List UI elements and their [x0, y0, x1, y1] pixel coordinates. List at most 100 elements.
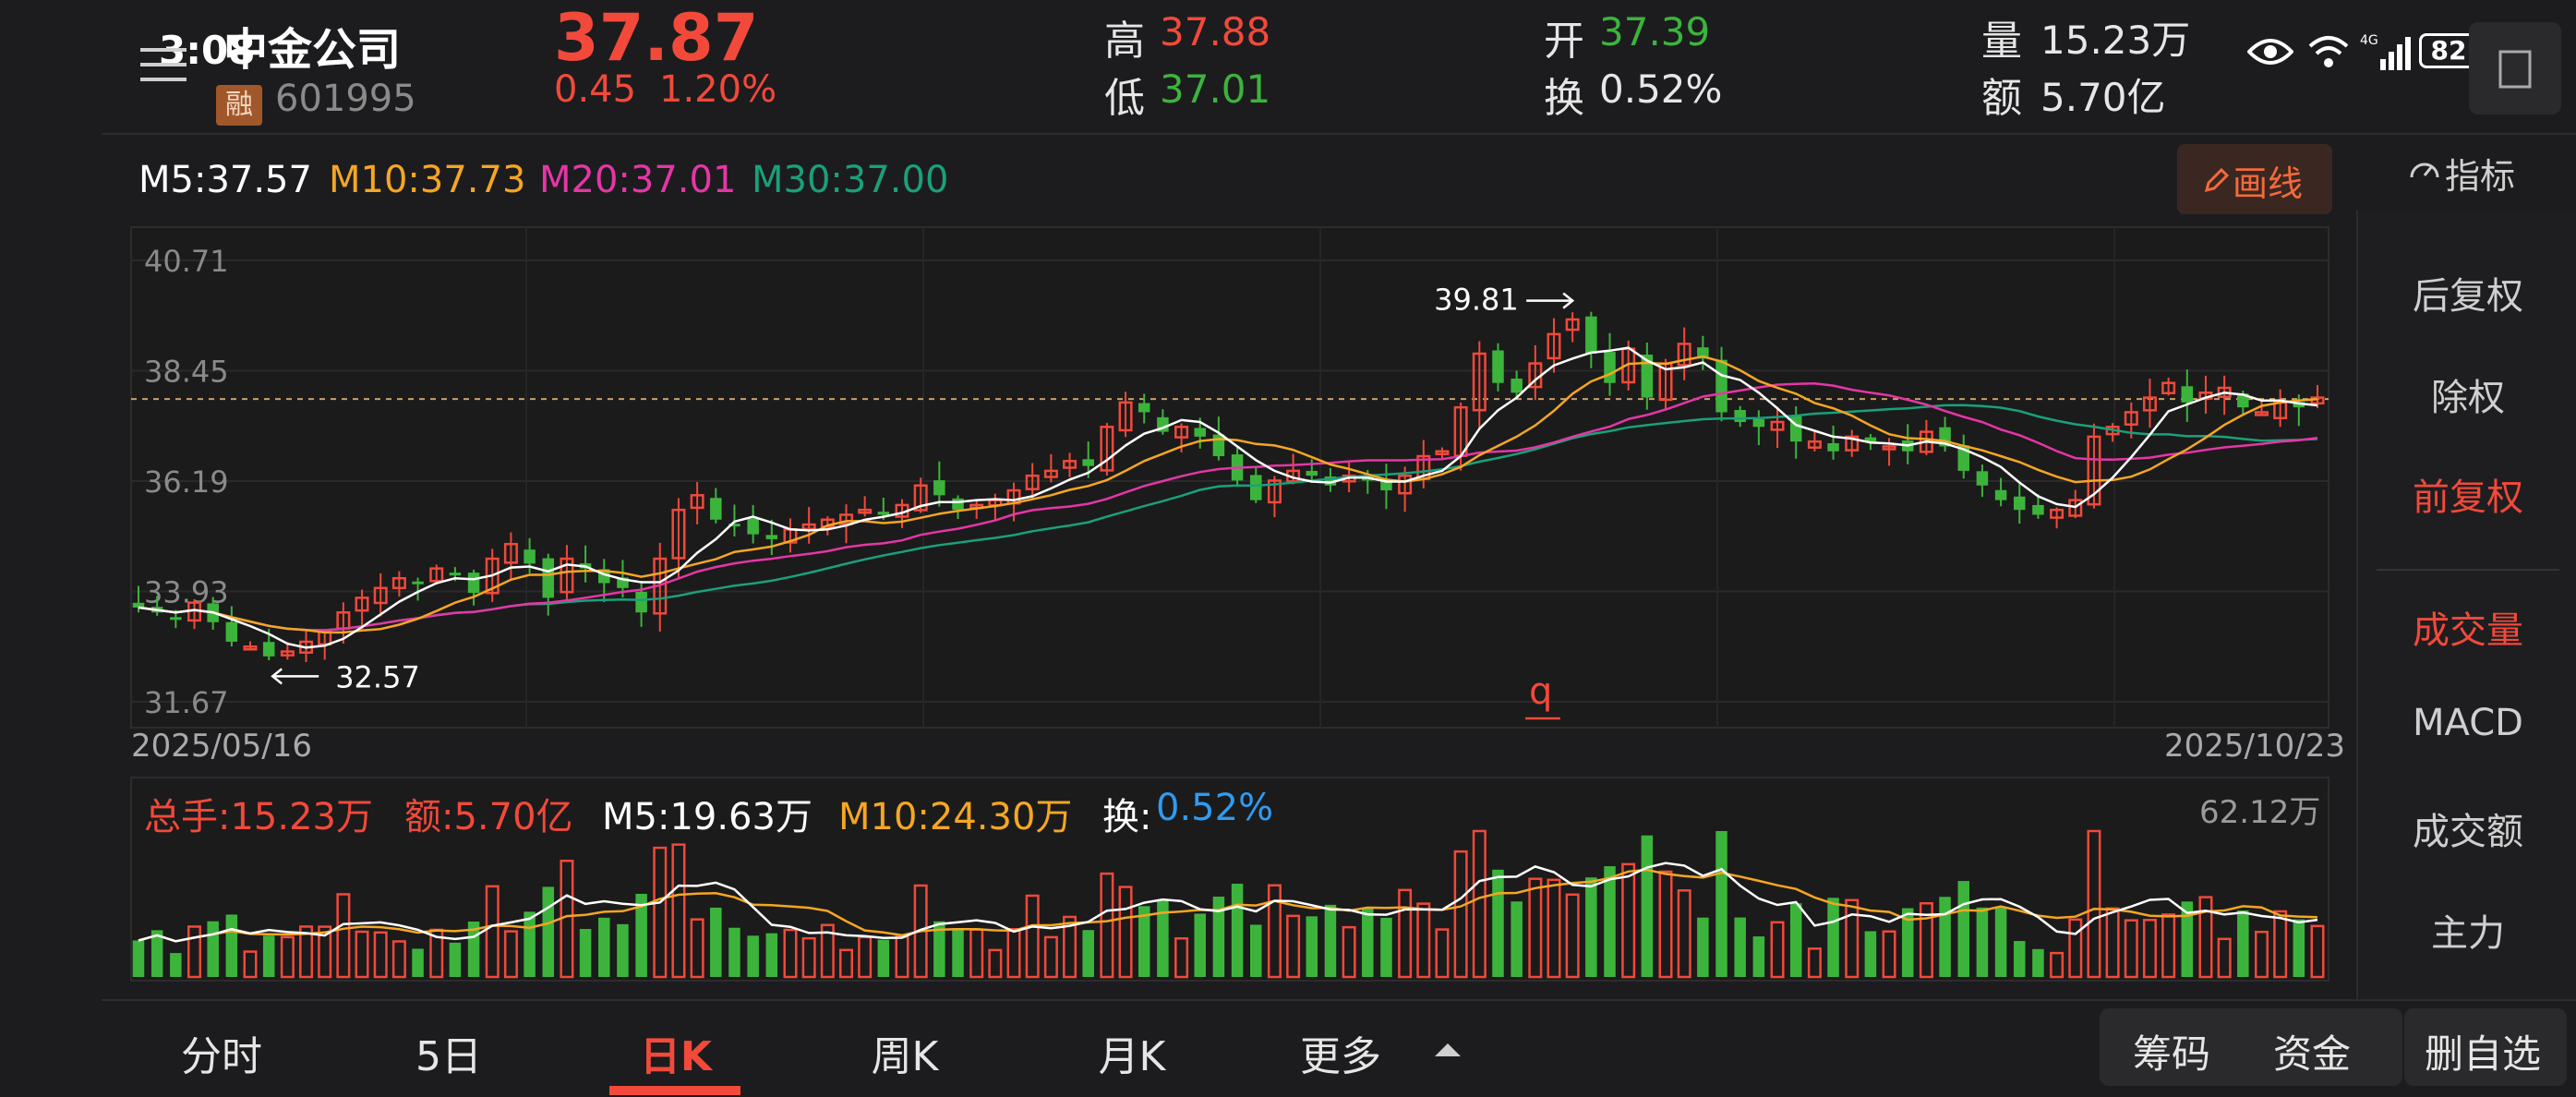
draw-line-button[interactable]: 画线 [2177, 144, 2332, 214]
side-item-back-adjust[interactable]: 后复权 [2413, 275, 2523, 318]
volume-bar-up [988, 948, 1003, 979]
ma20-legend: M20:37.01 [539, 159, 737, 201]
tab-monthly-k[interactable]: 月K [1098, 1033, 1166, 1080]
volume-bar-up [485, 885, 500, 979]
candle-down [2014, 496, 2026, 511]
volume-bar-down [877, 939, 890, 977]
max-arrow-head [1562, 292, 1575, 309]
menu-icon[interactable] [140, 41, 187, 81]
volume-bar-up [280, 935, 295, 979]
volume-bar-down [598, 917, 610, 977]
candle-up [838, 513, 853, 525]
candle-down [710, 498, 722, 520]
volume-bar-down [1604, 866, 1616, 977]
side-item-volume[interactable]: 成交量 [2413, 609, 2523, 652]
vol-max: 62.12万 [2199, 794, 2321, 831]
volume-bar-up [1528, 877, 1543, 979]
current-price: 37.87 [554, 0, 759, 76]
candle-up [2254, 411, 2269, 416]
volume-bar-down [1827, 898, 1839, 977]
candle-up [1547, 332, 1561, 360]
candle-down [747, 518, 759, 535]
caret-up-icon[interactable] [1431, 1038, 1464, 1060]
candle-down [1250, 475, 1262, 500]
volume-bar-up [1416, 902, 1431, 979]
volume-bar-up [2142, 919, 2157, 979]
candle-up [1807, 440, 1822, 449]
tab-5day[interactable]: 5日 [415, 1033, 482, 1080]
candle-down [617, 577, 629, 588]
chips-button[interactable]: 筹码 [2133, 1031, 2211, 1077]
volume-bar-up [1286, 914, 1301, 979]
ma5-legend: M5:37.57 [138, 159, 312, 201]
side-item-amount[interactable]: 成交额 [2413, 811, 2523, 853]
volume-bar-up [336, 893, 351, 979]
start-date-label: 2025/05/16 [131, 728, 312, 765]
candle-down [524, 549, 536, 564]
candle-up [1565, 318, 1580, 332]
volume-bar-up [820, 923, 835, 979]
volume-bar-down [1901, 908, 1914, 977]
volume-bar-up [690, 918, 704, 979]
price-change-pct: 1.20% [659, 68, 777, 111]
candle-up [2161, 381, 2176, 394]
capital-button[interactable]: 资金 [2273, 1031, 2352, 1077]
min-arrow-head [271, 668, 283, 685]
turnover-label: 换 [1544, 75, 1584, 122]
candle-down [467, 573, 480, 594]
signal-icon: 4G [2360, 33, 2411, 70]
side-item-main-force[interactable]: 主力 [2431, 912, 2505, 955]
tab-weekly-k[interactable]: 周K [871, 1033, 939, 1080]
candle-down [412, 581, 424, 585]
volume-bar-up [2273, 910, 2288, 979]
ma30-legend: M30:37.00 [752, 159, 949, 201]
indicator-label: 指标 [2445, 156, 2516, 197]
volume-bar-up [2217, 937, 2232, 979]
gauge-icon [2410, 163, 2439, 178]
tab-intraday[interactable]: 分时 [181, 1033, 262, 1080]
vol-ma10-line [138, 868, 2318, 943]
indicator-button[interactable]: 指标 [2401, 148, 2539, 197]
amount-label: 额 [1981, 75, 2022, 122]
turnover-value: 0.52% [1599, 66, 1723, 112]
volume-bar-down [170, 953, 182, 977]
stock-name: 中金公司 [223, 24, 402, 76]
vol-turnover-label: 换: [1102, 796, 1152, 838]
side-item-forward-adjust[interactable]: 前复权 [2413, 476, 2523, 519]
candle-up [391, 576, 406, 590]
candle-up [355, 597, 369, 612]
vol-amount: 额:5.70亿 [404, 796, 573, 838]
volume-bar-down [132, 940, 145, 977]
candle-down [1715, 359, 1727, 413]
candle-down [2032, 504, 2044, 515]
volume-bar-up [1267, 884, 1282, 979]
side-item-macd[interactable]: MACD [2413, 702, 2523, 744]
vol-total: 总手:15.23万 [144, 796, 373, 838]
candle-up [913, 484, 928, 512]
candle-down [728, 524, 740, 527]
volume-bar-down [579, 929, 592, 977]
tab-daily-k[interactable]: 日K [639, 1033, 713, 1080]
volume-bar-up [1845, 898, 1860, 979]
tab-more[interactable]: 更多 [1300, 1033, 1381, 1080]
volume-bar-down [1138, 906, 1150, 977]
candle-down [449, 573, 462, 576]
candle-up [1435, 450, 1450, 455]
draw-line-label: 画线 [2233, 163, 2304, 204]
side-item-ex-rights[interactable]: 除权 [2431, 377, 2505, 419]
min-price-label: 32.57 [335, 659, 420, 694]
candle-up [1770, 420, 1785, 431]
candle-down [1827, 443, 1839, 452]
expand-button[interactable] [2469, 22, 2561, 115]
price-change: 0.45 [554, 68, 637, 111]
volume-bar-up [1025, 894, 1040, 979]
remove-watchlist-button[interactable]: 删自选 [2404, 1008, 2567, 1086]
expand-icon [2498, 50, 2532, 89]
volume-bar-down [1194, 913, 1206, 977]
volume-bar-down [1697, 917, 1709, 977]
volume-bar-up [2087, 829, 2101, 979]
volume-bar-up [503, 930, 518, 979]
open-value: 37.39 [1599, 9, 1711, 54]
volume-bar-down [1864, 931, 1877, 977]
